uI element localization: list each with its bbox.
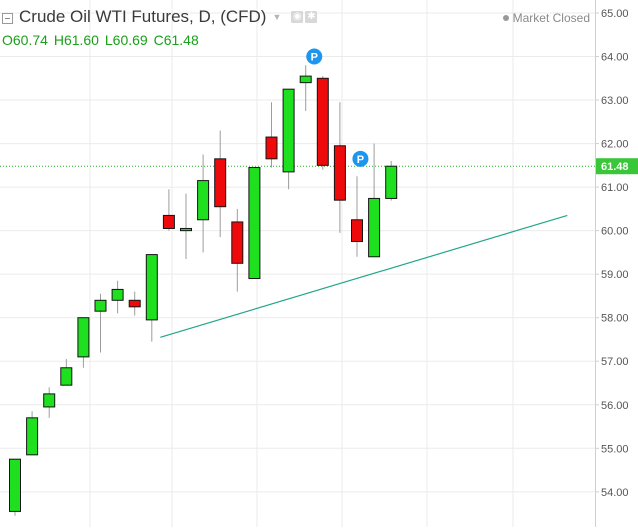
y-tick-label: 61.00 [601,182,629,194]
y-tick-label: 65.00 [601,8,629,20]
close-value: C61.48 [153,32,199,48]
candle [111,280,124,314]
candle [351,176,363,257]
chart-legend: Crude Oil WTI Futures, D, (CFD) ▼ ◉ ✱ [2,7,319,27]
market-status: Market Closed [502,11,590,25]
candle-body-up [197,180,210,221]
candle-body-down [128,299,141,308]
candle-body-up [9,458,21,512]
y-tick-label: 59.00 [601,269,629,281]
y-tick-label: 64.00 [601,52,629,64]
candle [26,411,39,456]
candle-body-down [265,136,278,160]
y-tick-label: 63.00 [601,95,629,107]
candle [214,130,227,238]
y-tick-label: 56.00 [601,400,629,412]
market-status-text: Market Closed [512,11,590,25]
candles [9,65,398,516]
eye-icon[interactable]: ◉ [291,11,304,23]
candle [94,293,107,353]
y-tick-label: 54.00 [601,487,629,499]
ohlc-values: O60.74 H61.60 L60.69 C61.48 [2,32,201,48]
low-value: L60.69 [104,32,148,48]
candle-body-up [385,165,398,199]
candle-body-up [299,75,312,84]
candle-body-up [94,299,107,312]
candle-body-down [333,145,346,201]
y-tick-label: 57.00 [601,356,629,368]
markers: PP [306,48,369,167]
marker-badge[interactable] [306,48,323,65]
candle-body-down [316,77,329,166]
candle [265,102,278,168]
candle-body-down [231,221,244,264]
candle [248,167,261,280]
y-tick-label: 58.00 [601,313,629,325]
candle [282,88,295,190]
marker-label: P [357,154,364,166]
candle [43,387,56,418]
candle [385,161,398,201]
chevron-down-icon[interactable]: ▼ [272,12,282,22]
open-value: O60.74 [2,32,48,48]
y-tick-label: 60.00 [601,226,629,238]
collapse-icon[interactable] [2,12,13,24]
y-tick-label: 62.00 [601,139,629,151]
trendline[interactable] [160,214,568,338]
candle-body-up [180,227,192,232]
trendline-layer[interactable] [160,214,568,338]
candle-body-up [145,254,158,321]
candle [197,154,210,253]
candle [333,102,346,233]
candle-body-up [43,393,56,408]
candle-body-up [26,417,39,456]
symbol-title[interactable]: Crude Oil WTI Futures, D, (CFD) [19,7,267,26]
price-axis[interactable]: 54.00 55.00 56.00 57.00 58.00 59.00 60.00 61.00… [595,0,638,527]
last-price-badge [596,158,638,175]
status-dot-icon [502,15,509,21]
candle-body-up [368,197,381,258]
candle [368,143,381,258]
candle [316,76,329,170]
candle [162,189,175,231]
candle [231,208,244,292]
candle-body-down [351,219,363,243]
candle [145,254,158,342]
candle [128,291,141,316]
candle-body-up [60,367,73,386]
candle [299,65,312,111]
candle [180,193,192,259]
candle-body-up [282,88,295,173]
candle [77,317,90,368]
marker-label: P [311,52,318,64]
high-value: H61.60 [53,32,99,48]
candle-body-up [111,288,124,301]
candle [9,458,21,516]
grid [0,0,595,527]
candle-body-down [162,214,175,229]
gear-icon[interactable]: ✱ [305,11,318,23]
candle-body-up [248,167,261,280]
marker-badge[interactable] [352,150,369,167]
candle-body-down [214,158,227,208]
candle-body-up [77,317,90,358]
y-tick-label: 55.00 [601,443,629,455]
candle [60,359,73,386]
last-price-label: 61.48 [601,161,629,173]
